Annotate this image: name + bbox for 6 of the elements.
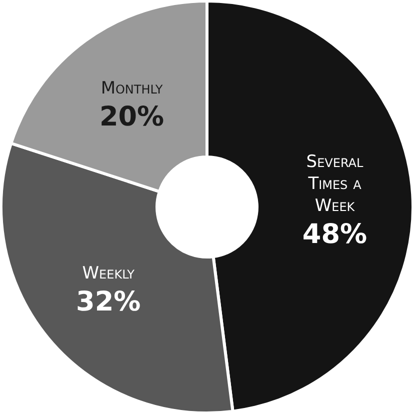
slice-label: Monthly [100, 78, 164, 98]
data-label: 20% [99, 101, 164, 132]
slice-label: Several Times a Week [306, 152, 364, 216]
slice-label: Weekly [82, 264, 136, 284]
data-label: 48% [302, 218, 368, 250]
data-label: 32% [76, 286, 141, 318]
